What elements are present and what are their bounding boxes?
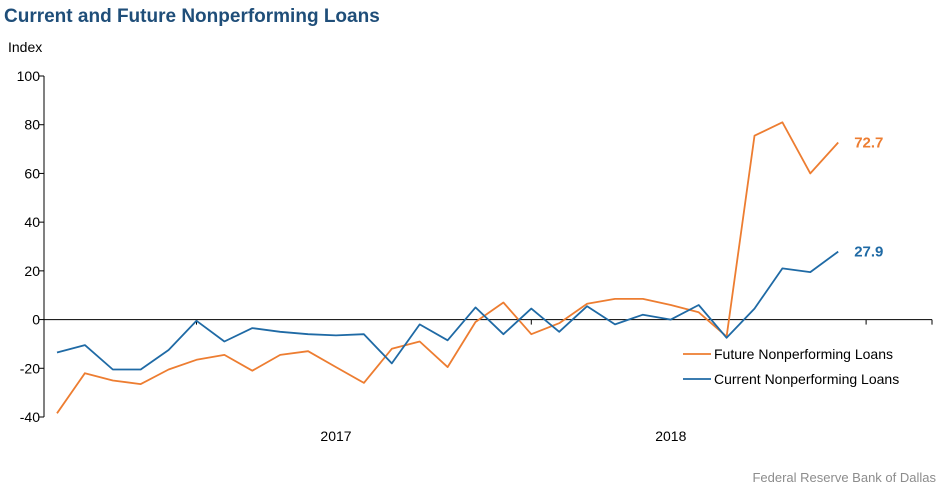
legend-label: Current Nonperforming Loans bbox=[714, 371, 899, 387]
y-tick-label: 20 bbox=[24, 263, 40, 279]
legend-label: Future Nonperforming Loans bbox=[714, 346, 893, 362]
source-note: Federal Reserve Bank of Dallas bbox=[752, 470, 936, 485]
y-axis-label: Index bbox=[8, 39, 42, 55]
y-tick-label: 40 bbox=[24, 214, 40, 230]
x-tick-label: 2018 bbox=[655, 428, 686, 444]
y-tick-label: -40 bbox=[20, 409, 40, 425]
legend: Future Nonperforming Loans Current Nonper… bbox=[683, 346, 899, 387]
end-value-label: 27.9 bbox=[854, 244, 883, 261]
series-line-current bbox=[56, 250, 839, 371]
axes: -40-200204060801002017201820192020 bbox=[17, 68, 933, 444]
y-tick-label: -20 bbox=[20, 360, 40, 376]
x-tick-label: 2017 bbox=[320, 428, 351, 444]
chart-title: Current and Future Nonperforming Loans bbox=[4, 6, 380, 27]
y-tick-label: 60 bbox=[24, 165, 40, 181]
y-tick-label: 80 bbox=[24, 117, 40, 133]
end-value-label: 72.7 bbox=[854, 134, 883, 151]
y-tick-label: 0 bbox=[32, 312, 40, 328]
series-layer: 72.7 27.9 bbox=[56, 121, 883, 414]
series-line-future bbox=[56, 121, 839, 414]
y-tick-label: 100 bbox=[17, 68, 41, 84]
